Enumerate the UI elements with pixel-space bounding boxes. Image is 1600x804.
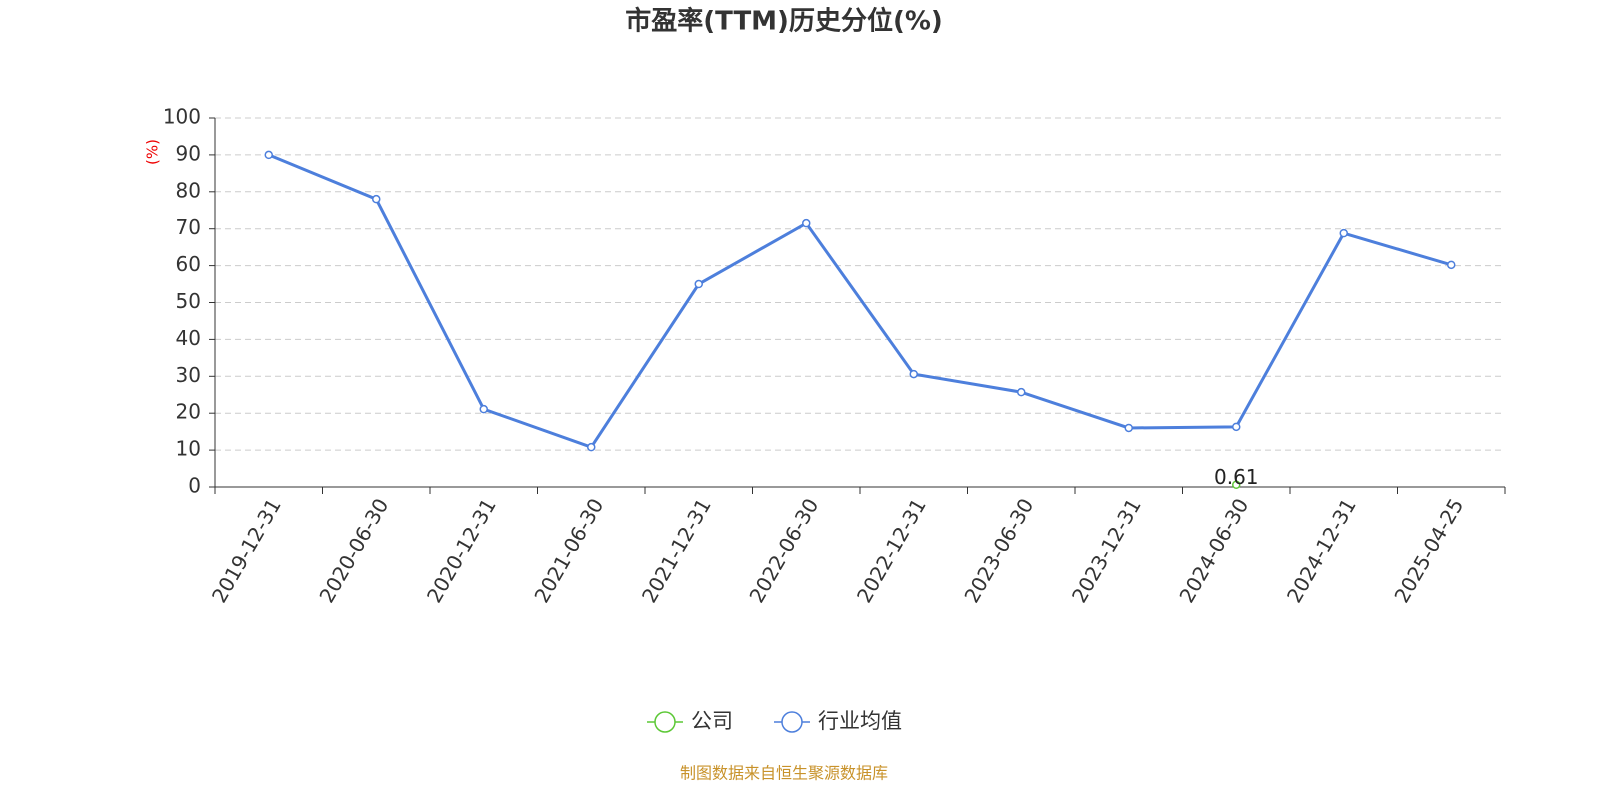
- x-tick-label: 2022-12-31: [852, 494, 931, 607]
- x-tick-label: 2019-12-31: [207, 494, 286, 607]
- source-note: 制图数据来自恒生聚源数据库: [680, 764, 888, 783]
- y-tick-label: 100: [163, 105, 201, 129]
- data-point: [479, 404, 488, 414]
- data-point: [1232, 480, 1241, 489]
- y-tick-label: 50: [176, 289, 201, 313]
- y-tick-label: 60: [176, 252, 201, 276]
- series-line: [268, 153, 1452, 449]
- x-tick-label: 2023-06-30: [959, 494, 1038, 607]
- x-tick-label: 2021-12-31: [637, 494, 716, 607]
- y-tick-label: 90: [176, 141, 201, 165]
- x-tick-label: 2024-12-31: [1282, 494, 1361, 607]
- x-tick-label: 2022-06-30: [744, 494, 823, 607]
- legend-marker: [654, 711, 676, 733]
- data-point: [1017, 387, 1026, 397]
- y-tick-label: 10: [176, 437, 201, 461]
- data-point: [372, 194, 381, 204]
- legend-label: 行业均值: [818, 709, 902, 733]
- data-label: 0.61: [1214, 465, 1259, 489]
- data-point: [694, 279, 703, 289]
- data-point: [1124, 423, 1133, 433]
- y-tick-label: 20: [176, 400, 201, 424]
- data-point: [587, 442, 596, 452]
- y-tick-label: 30: [176, 363, 201, 387]
- data-point: [909, 369, 918, 379]
- data-point: [264, 150, 273, 160]
- chart-title: 市盈率(TTM)历史分位(%): [625, 6, 943, 37]
- y-tick-label: 70: [176, 215, 201, 239]
- data-point: [1339, 228, 1348, 238]
- x-tick-label: 2024-06-30: [1174, 494, 1253, 607]
- y-tick-label: 40: [176, 326, 201, 350]
- y-tick-label: 80: [176, 178, 201, 202]
- data-point: [802, 218, 811, 228]
- x-tick-label: 2025-04-25: [1389, 494, 1468, 607]
- x-tick-label: 2020-12-31: [422, 494, 501, 607]
- y-tick-label: 0: [188, 474, 201, 498]
- legend-marker: [781, 711, 803, 733]
- y-axis-label: (%): [144, 139, 162, 165]
- data-point: [1447, 260, 1456, 270]
- x-tick-label: 2021-06-30: [529, 494, 608, 607]
- x-tick-label: 2023-12-31: [1067, 494, 1146, 607]
- data-point: [1232, 422, 1241, 432]
- x-tick-label: 2020-06-30: [314, 494, 393, 607]
- legend-label: 公司: [691, 709, 733, 733]
